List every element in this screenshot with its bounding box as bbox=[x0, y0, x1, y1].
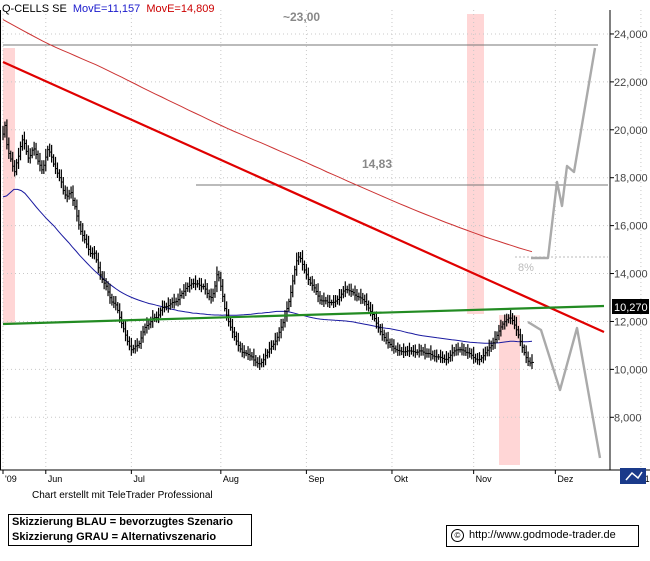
y-tick-label: 18,000 bbox=[614, 173, 648, 185]
y-tick-label: 8,000 bbox=[614, 412, 642, 424]
moving-average-blue bbox=[2, 188, 533, 344]
x-tick-label: Sep bbox=[308, 474, 324, 484]
scenario-grey-up bbox=[531, 47, 597, 260]
highlight-bands bbox=[3, 14, 520, 465]
y-tick-label: 20,000 bbox=[614, 125, 648, 137]
x-tick-label: Aug bbox=[223, 474, 239, 484]
trendline-green bbox=[2, 304, 605, 326]
chart-header: Q-CELLS SE MovE=11,157 MovE=14,809 bbox=[2, 3, 215, 15]
y-tick-label: 12,000 bbox=[614, 316, 648, 328]
scenario-legend: Skizzierung BLAU = bevorzugtes Szenario … bbox=[8, 514, 252, 546]
mov-average-red-label: MovE=14,809 bbox=[146, 3, 214, 15]
annotation-target-high: ~23,00 bbox=[283, 10, 320, 24]
x-tick-label: Jul bbox=[133, 474, 145, 484]
mov-average-blue-label: MovE=11,157 bbox=[73, 3, 140, 15]
moving-average-red bbox=[2, 19, 533, 253]
x-tick-label: Okt bbox=[394, 474, 409, 484]
last-price-badge bbox=[612, 299, 649, 314]
x-tick-label: Jun bbox=[48, 474, 63, 484]
x-tick-label: '10 bbox=[643, 474, 650, 484]
annotation-pct: 8% bbox=[518, 262, 534, 274]
highlight-band-dec bbox=[467, 14, 484, 314]
y-axis: 8,000 10,000 12,000 14,000 16,000 18,000 20,00… bbox=[610, 29, 648, 424]
source-url[interactable]: http://www.godmode-trader.de bbox=[469, 529, 616, 541]
y-tick-label: 10,000 bbox=[614, 364, 648, 376]
chart-symbol: Q-CELLS SE bbox=[2, 3, 67, 15]
x-tick-label: Dez bbox=[557, 474, 574, 484]
x-tick-label: Nov bbox=[476, 474, 493, 484]
axes-frame bbox=[0, 10, 650, 471]
x-tick-label: '09 bbox=[5, 474, 17, 484]
source-url-box[interactable]: © http://www.godmode-trader.de bbox=[446, 525, 639, 547]
legend-line-grey: Skizzierung GRAU = Alternativszenario bbox=[12, 531, 217, 543]
grid bbox=[2, 10, 642, 470]
scenario-grey-down bbox=[527, 320, 602, 459]
legend-line-blue: Skizzierung BLAU = bevorzugtes Szenario bbox=[12, 516, 233, 528]
y-tick-label: 16,000 bbox=[614, 221, 648, 233]
copyright-icon: © bbox=[451, 529, 464, 542]
price-series bbox=[2, 119, 534, 370]
highlight-band-jan bbox=[499, 315, 520, 465]
last-price-label: 10,270 bbox=[614, 302, 648, 314]
y-tick-label: 14,000 bbox=[614, 269, 648, 281]
trendline-red bbox=[2, 60, 605, 334]
highlight-band-start bbox=[3, 48, 15, 324]
annotation-resistance: 14,83 bbox=[362, 157, 392, 171]
chart-tool-icon[interactable] bbox=[620, 468, 646, 484]
chart-credit: Chart erstellt mit TeleTrader Profession… bbox=[32, 490, 213, 501]
y-tick-label: 22,000 bbox=[614, 77, 648, 89]
y-tick-label: 24,000 bbox=[614, 29, 648, 41]
